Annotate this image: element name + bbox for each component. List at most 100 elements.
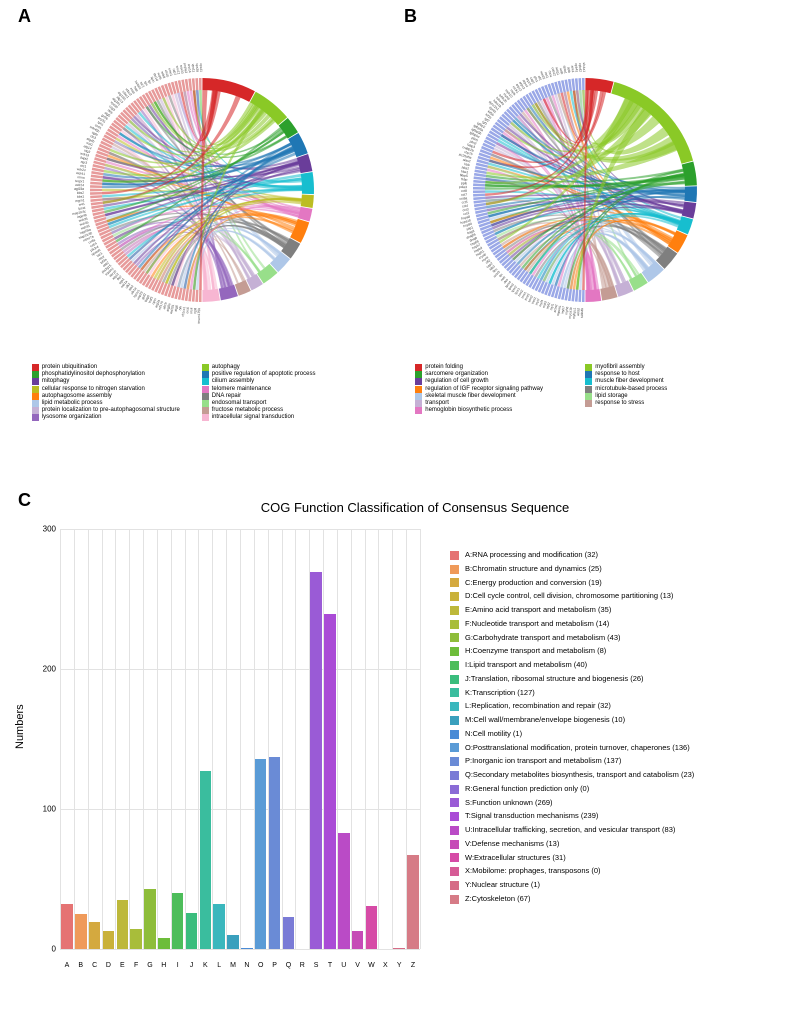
legend-swatch bbox=[32, 371, 39, 378]
cog-xlabel: W bbox=[365, 962, 379, 969]
legend-item: protein ubiquitination bbox=[32, 364, 202, 371]
cog-legend-item: M:Cell wall/membrane/envelope biogenesis… bbox=[450, 714, 694, 727]
legend-swatch bbox=[32, 400, 39, 407]
cog-bar-S bbox=[310, 572, 321, 949]
gene-arc bbox=[473, 190, 485, 193]
legend-item: transport bbox=[415, 400, 585, 407]
legend-swatch bbox=[450, 633, 459, 642]
legend-swatch bbox=[450, 798, 459, 807]
legend-label: protein folding bbox=[425, 364, 463, 371]
legend-swatch bbox=[415, 386, 422, 393]
legend-swatch bbox=[585, 386, 592, 393]
legend-swatch bbox=[415, 400, 422, 407]
gene-label: pdia3 bbox=[459, 185, 467, 189]
legend-item: protein localization to pre-autophagosom… bbox=[32, 407, 202, 414]
legend-item: regulation of cell growth bbox=[415, 378, 585, 385]
legend-swatch bbox=[450, 881, 459, 890]
legend-swatch bbox=[585, 364, 592, 371]
legend-swatch bbox=[202, 371, 209, 378]
legend-label: N:Cell motility (1) bbox=[465, 728, 522, 741]
legend-label: Z:Cytoskeleton (67) bbox=[465, 893, 530, 906]
legend-swatch bbox=[202, 407, 209, 414]
legend-label: B:Chromatin structure and dynamics (25) bbox=[465, 563, 602, 576]
gene-label: epb41 bbox=[574, 63, 579, 73]
legend-item: fructose metabolic process bbox=[202, 407, 372, 414]
cog-bar-D bbox=[103, 931, 114, 949]
cog-bar-I bbox=[172, 893, 183, 949]
gene-arc bbox=[473, 194, 485, 197]
chord-b-legend: protein foldingmyofibril assemblysarcome… bbox=[415, 364, 755, 414]
gene-arc bbox=[90, 182, 102, 185]
cog-bar-P bbox=[269, 757, 280, 949]
legend-label: myofibril assembly bbox=[595, 364, 644, 371]
cog-legend-item: U:Intracellular trafficking, secretion, … bbox=[450, 824, 694, 837]
legend-label: cilium assembly bbox=[212, 378, 254, 385]
gene-arc bbox=[90, 201, 102, 205]
legend-label: protein ubiquitination bbox=[42, 364, 97, 371]
legend-label: fructose metabolic process bbox=[212, 407, 283, 414]
cog-xlabel: L bbox=[212, 962, 226, 969]
legend-label: telomere maintenance bbox=[212, 386, 271, 393]
legend-label: P:Inorganic ion transport and metabolism… bbox=[465, 755, 621, 768]
cog-xlabel: K bbox=[198, 962, 212, 969]
legend-label: K:Transcription (127) bbox=[465, 687, 535, 700]
gene-label: bbs2 bbox=[77, 191, 84, 195]
legend-swatch bbox=[450, 757, 459, 766]
gene-label: epb42 bbox=[578, 63, 582, 73]
legend-swatch bbox=[585, 371, 592, 378]
legend-label: U:Intracellular trafficking, secretion, … bbox=[465, 824, 675, 837]
cog-bar-W bbox=[366, 906, 377, 949]
legend-label: S:Function unknown (269) bbox=[465, 797, 553, 810]
legend-swatch bbox=[415, 407, 422, 414]
chord-b-wrap: tubb4bacta2mybpc1myoz1bmyh6myh7myom1actn… bbox=[415, 20, 755, 422]
cog-bars bbox=[60, 529, 420, 949]
legend-swatch bbox=[450, 867, 459, 876]
gene-arc bbox=[195, 290, 198, 302]
legend-swatch bbox=[415, 371, 422, 378]
legend-label: T:Signal transduction mechanisms (239) bbox=[465, 810, 598, 823]
legend-swatch bbox=[450, 578, 459, 587]
gene-arc bbox=[90, 185, 102, 188]
panel-b-label: B bbox=[404, 6, 417, 27]
legend-item: intracellular signal transduction bbox=[202, 414, 372, 421]
legend-swatch bbox=[450, 895, 459, 904]
gene-label: cct8 bbox=[461, 189, 467, 193]
legend-swatch bbox=[450, 716, 459, 725]
legend-label: W:Extracellular structures (31) bbox=[465, 852, 566, 865]
gene-label: cct6a bbox=[460, 196, 468, 201]
gene-arc bbox=[192, 290, 195, 302]
legend-label: X:Mobilome: prophages, transposons (0) bbox=[465, 865, 601, 878]
legend-label: A:RNA processing and modification (32) bbox=[465, 549, 598, 562]
gene-arc bbox=[90, 195, 102, 198]
legend-label: R:General function prediction only (0) bbox=[465, 783, 589, 796]
cog-xlabel: R bbox=[295, 962, 309, 969]
legend-label: L:Replication, recombination and repair … bbox=[465, 700, 611, 713]
legend-label: response to stress bbox=[595, 400, 644, 407]
legend-label: DNA repair bbox=[212, 393, 241, 400]
cog-legend-item: C:Energy production and conversion (19) bbox=[450, 577, 694, 590]
legend-swatch bbox=[450, 661, 459, 670]
legend-item: skeletal muscle fiber development bbox=[415, 393, 585, 400]
cog-xlabel: N bbox=[240, 962, 254, 969]
cog-xlabel: F bbox=[129, 962, 143, 969]
cog-xlabel: I bbox=[171, 962, 185, 969]
gene-arc bbox=[474, 197, 486, 200]
legend-swatch bbox=[32, 386, 39, 393]
cog-xlabel: O bbox=[254, 962, 268, 969]
legend-label: Q:Secondary metabolites biosynthesis, tr… bbox=[465, 769, 694, 782]
legend-swatch bbox=[202, 378, 209, 385]
gene-label: rrp8 bbox=[193, 308, 197, 314]
cog-bar-N bbox=[241, 948, 252, 949]
gene-label: wdr24 bbox=[75, 183, 84, 187]
cog-bar-U bbox=[338, 833, 349, 949]
cog-legend-item: D:Cell cycle control, cell division, chr… bbox=[450, 590, 694, 603]
legend-item: mitophagy bbox=[32, 378, 202, 385]
gene-label: vps11 bbox=[191, 64, 196, 73]
legend-label: V:Defense mechanisms (13) bbox=[465, 838, 559, 851]
gene-arc bbox=[473, 187, 485, 190]
cog-xlabel: D bbox=[102, 962, 116, 969]
legend-swatch bbox=[202, 364, 209, 371]
legend-label: F:Nucleotide transport and metabolism (1… bbox=[465, 618, 609, 631]
cog-bar-H bbox=[158, 938, 169, 949]
cog-xlabel: B bbox=[74, 962, 88, 969]
